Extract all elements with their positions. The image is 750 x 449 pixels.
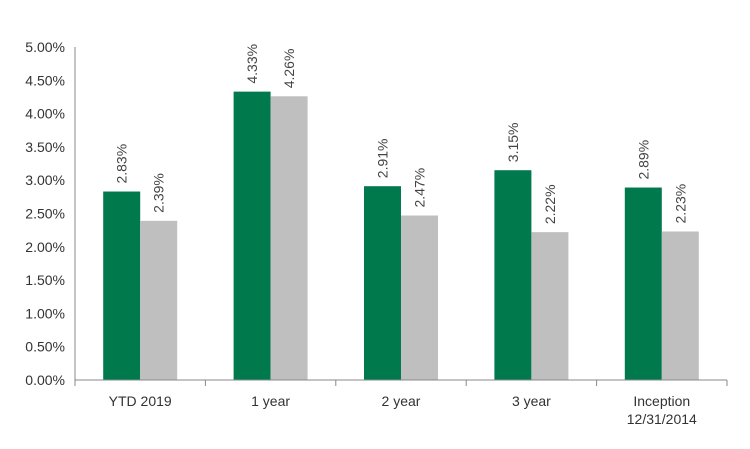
bar bbox=[401, 215, 438, 380]
bar bbox=[494, 170, 532, 380]
data-label: 2.91% bbox=[375, 138, 391, 178]
data-label: 4.33% bbox=[244, 44, 260, 84]
y-tick-label: 5.00% bbox=[25, 39, 65, 55]
x-tick-label: 1 year bbox=[251, 393, 290, 409]
x-tick-label: 2 year bbox=[382, 393, 421, 409]
bar bbox=[103, 191, 141, 380]
y-tick-label: 0.50% bbox=[25, 339, 65, 355]
bar bbox=[140, 220, 178, 380]
data-label: 2.39% bbox=[151, 173, 167, 213]
y-tick-label: 1.00% bbox=[25, 305, 65, 321]
bars bbox=[103, 91, 699, 380]
y-tick-label: 4.00% bbox=[25, 106, 65, 122]
x-tick-label: YTD 2019 bbox=[109, 393, 172, 409]
data-label: 2.23% bbox=[672, 184, 688, 224]
data-label: 4.26% bbox=[281, 49, 297, 89]
y-tick-label: 1.50% bbox=[25, 272, 65, 288]
bar bbox=[624, 187, 662, 380]
bar bbox=[661, 231, 699, 380]
y-axis-ticks: 0.00% 0.50% 1.00% 1.50% 2.00% 2.50% 3.00% 3.50%… bbox=[25, 39, 65, 388]
data-labels: 2.83% 2.39% 4.33% 4.26% 2.91% 2.47% 3.15% 2.22%… bbox=[114, 44, 689, 224]
data-label: 2.47% bbox=[412, 168, 428, 208]
y-tick-label: 3.00% bbox=[25, 172, 65, 188]
data-label: 2.22% bbox=[542, 184, 558, 224]
data-label: 3.15% bbox=[505, 123, 521, 163]
y-tick-label: 2.50% bbox=[25, 206, 65, 222]
bar bbox=[531, 232, 569, 380]
bar bbox=[270, 96, 308, 380]
y-tick-label: 4.50% bbox=[25, 72, 65, 88]
x-axis-ticks: YTD 2019 1 year 2 year 3 year Inception 12/31… bbox=[109, 393, 697, 427]
axes bbox=[74, 47, 728, 386]
data-label: 2.83% bbox=[114, 144, 130, 184]
bar bbox=[233, 91, 271, 380]
x-tick-label: 3 year bbox=[512, 393, 551, 409]
bar bbox=[364, 186, 401, 380]
x-tick-label: 12/31/2014 bbox=[627, 411, 697, 427]
y-tick-label: 3.50% bbox=[25, 139, 65, 155]
data-label: 2.89% bbox=[635, 140, 651, 180]
x-tick-label: Inception bbox=[633, 393, 690, 409]
y-tick-label: 2.00% bbox=[25, 239, 65, 255]
y-tick-label: 0.00% bbox=[25, 372, 65, 388]
